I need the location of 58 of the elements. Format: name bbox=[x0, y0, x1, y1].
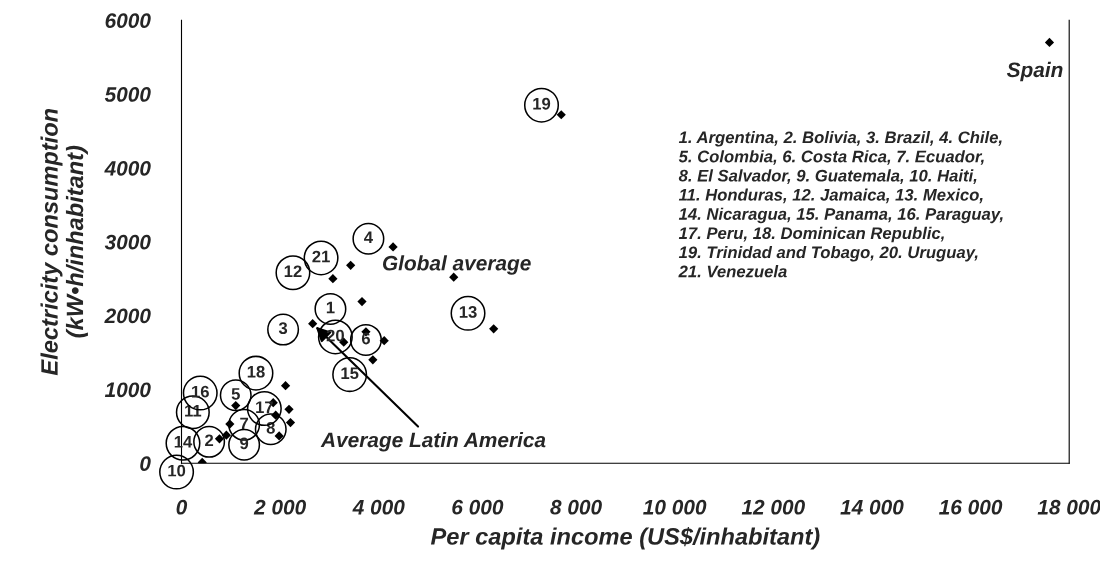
annotation: 7 bbox=[240, 417, 249, 430]
annotation: 12 bbox=[284, 265, 302, 278]
annotation: Average Latin America bbox=[320, 432, 546, 452]
annotation: 18 bbox=[247, 365, 265, 378]
point bbox=[285, 417, 296, 428]
annotation: 11 bbox=[185, 405, 202, 417]
annotation: 13 bbox=[459, 306, 477, 318]
x-tick-label: 0 bbox=[176, 499, 188, 515]
point bbox=[368, 355, 378, 365]
annotation: Spain bbox=[1006, 61, 1063, 82]
annotation: 4 bbox=[364, 231, 373, 244]
point bbox=[489, 324, 499, 334]
point bbox=[346, 260, 356, 270]
point bbox=[231, 401, 241, 411]
x-tick-label: 8 000 bbox=[550, 499, 602, 515]
annotation: 2 bbox=[205, 434, 214, 447]
annotation: 3 bbox=[278, 322, 288, 335]
point bbox=[556, 110, 566, 120]
x-tick-label: 4 000 bbox=[352, 499, 405, 515]
annotation: Global average bbox=[382, 255, 531, 275]
annotation: 21 bbox=[312, 250, 330, 263]
annotation: 16 bbox=[192, 385, 209, 398]
point bbox=[214, 434, 225, 444]
annotation: 1. Argentina, 2. Bolivia, 3. Brazil, 4. Chile, 5. Colombia, 6. Costa Rica, 7. Ecuador, 8. El Salvador, 9. Guatemala, 10. Haiti, 11. Honduras, 12. Jamaica, 13. Mexico, 14. Nicaragua, 15. Panama, 16. Paraguay, 17. Peru, 18. Dominican Republic, 19. Trinidad and Tobago, 20. Uruguay, 21. Venezuela bbox=[678, 131, 1003, 278]
y-tick-label: 4000 bbox=[104, 160, 151, 176]
point bbox=[388, 242, 398, 252]
annotation: 10 bbox=[168, 464, 186, 477]
annotation: 5 bbox=[231, 388, 240, 400]
y-tick-label: 5000 bbox=[104, 87, 151, 102]
point bbox=[1044, 37, 1055, 48]
annotation: 8 bbox=[266, 421, 275, 434]
x-tick-label: 12 000 bbox=[741, 499, 805, 515]
x-tick-label: 14 000 bbox=[840, 499, 904, 515]
x-axis-title: Per capita income (US$/inhabitant) bbox=[430, 527, 820, 550]
y-tick-label: 1000 bbox=[104, 382, 151, 398]
point bbox=[379, 336, 389, 346]
y-tick-label: 3000 bbox=[104, 234, 151, 250]
y-axis-title: Electricity consumption (kW•h/inhabitant) bbox=[40, 108, 88, 376]
x-tick-label: 18 000 bbox=[1037, 499, 1100, 515]
x-tick-label: 6 000 bbox=[452, 499, 504, 515]
annotation: 1 bbox=[326, 301, 335, 314]
point bbox=[308, 319, 318, 329]
x-tick-label: 16 000 bbox=[939, 499, 1003, 515]
point bbox=[221, 430, 231, 440]
annotation: 15 bbox=[341, 367, 359, 380]
x-tick-label: 10 000 bbox=[643, 499, 707, 515]
y-tick-label: 6000 bbox=[105, 13, 151, 29]
y-tick-label: 2000 bbox=[104, 308, 151, 324]
y-tick-label: 0 bbox=[140, 456, 151, 471]
point bbox=[274, 431, 284, 441]
point bbox=[357, 296, 367, 307]
point bbox=[280, 381, 291, 391]
annotation: 6 bbox=[361, 332, 370, 345]
annotation: 17 bbox=[256, 401, 273, 413]
point bbox=[284, 404, 294, 414]
x-tick-label: 2 000 bbox=[253, 499, 306, 515]
point bbox=[328, 274, 338, 284]
annotation: 19 bbox=[533, 97, 551, 110]
